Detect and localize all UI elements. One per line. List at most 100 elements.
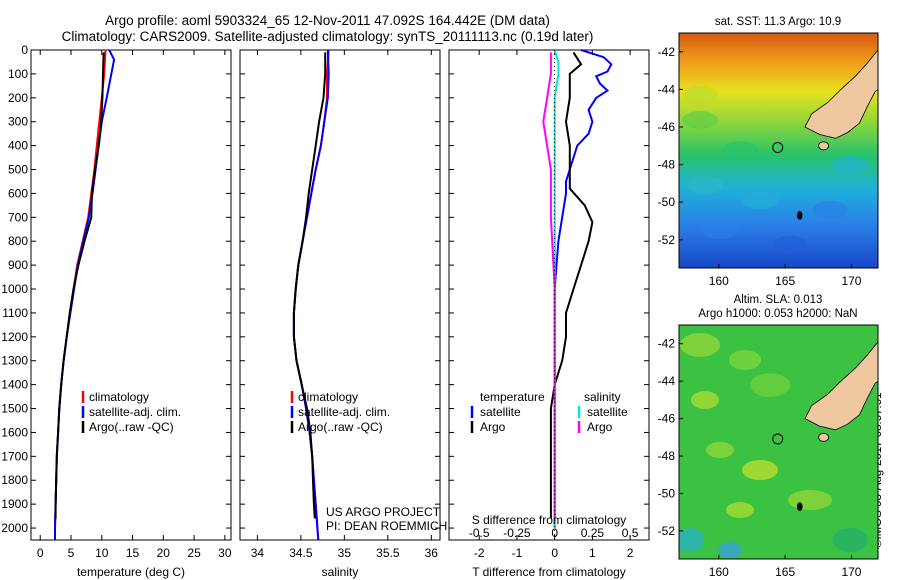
y-tick-label: 800 bbox=[8, 234, 28, 248]
y-tick-label: 1700 bbox=[1, 449, 28, 463]
x-tick-label: 160 bbox=[709, 274, 729, 288]
series-line-satellite bbox=[553, 49, 613, 528]
y-tick-label: -42 bbox=[658, 45, 676, 59]
stewart-island-land bbox=[818, 432, 830, 442]
series-line-argo---raw--qc- bbox=[54, 52, 105, 519]
y-tick-label: 2000 bbox=[1, 521, 28, 535]
x-tick-label: 170 bbox=[841, 565, 861, 579]
y-tick-label: 700 bbox=[8, 210, 28, 224]
x-tick-label: 34 bbox=[251, 546, 265, 560]
legend-temperature-title: temperature bbox=[480, 390, 545, 404]
legend-label: satellite bbox=[587, 405, 628, 419]
y-tick-label: 1200 bbox=[1, 330, 28, 344]
map-field bbox=[679, 33, 878, 268]
legend-label: Argo bbox=[480, 420, 506, 434]
y-tick-label: 100 bbox=[8, 67, 28, 81]
y-tick-label: -50 bbox=[658, 486, 676, 500]
sst-map-title: sat. SST: 11.3 Argo: 10.9 bbox=[715, 16, 841, 28]
legend-label: satellite-adj. clim. bbox=[89, 405, 181, 419]
plot-frame bbox=[448, 49, 650, 541]
x-tick-label: 15 bbox=[126, 546, 140, 560]
figure-title-line1: Argo profile: aoml 5903324_65 12-Nov-201… bbox=[105, 13, 550, 28]
series-line-argo---raw--qc- bbox=[292, 52, 327, 519]
sst-texture bbox=[812, 201, 848, 219]
sla-map-subtitle: Argo h1000: 0.053 h2000: NaN bbox=[698, 308, 857, 320]
sst-texture bbox=[742, 191, 778, 209]
south-island-land bbox=[804, 341, 878, 431]
s-tick-label: 0.25 bbox=[581, 526, 605, 540]
sla-texture bbox=[679, 528, 704, 552]
sla-texture bbox=[832, 528, 868, 552]
y-tick-label: 1300 bbox=[1, 354, 28, 368]
x-tick-label: 165 bbox=[775, 274, 795, 288]
sla-texture bbox=[788, 490, 832, 510]
s-axis-label: S difference from climatology bbox=[472, 513, 627, 527]
legend-label: Argo bbox=[587, 420, 613, 434]
y-tick-label: 1900 bbox=[1, 497, 28, 511]
argo-position-marker bbox=[772, 142, 784, 154]
x-tick-label: 35.5 bbox=[376, 546, 400, 560]
s-tick-label: -0.25 bbox=[503, 526, 531, 540]
y-tick-label: 400 bbox=[8, 139, 28, 153]
x-tick-label: 0 bbox=[551, 546, 558, 560]
sla-texture bbox=[680, 333, 720, 357]
series-line-argo bbox=[549, 51, 594, 519]
legend-label: Argo(..raw -QC) bbox=[89, 420, 174, 434]
profile-panel-2: 34 34.5 35 35.5 36 salinity climatologysatelli… bbox=[239, 49, 447, 579]
legend-label: Argo(..raw -QC) bbox=[298, 420, 383, 434]
x-tick-label: 36 bbox=[425, 546, 439, 560]
y-tick-label: 300 bbox=[8, 115, 28, 129]
s-tick-label: 0 bbox=[551, 526, 558, 540]
x-axis-label: T difference from climatology bbox=[472, 565, 626, 579]
x-tick-label: 170 bbox=[841, 274, 861, 288]
x-axis-label: salinity bbox=[322, 565, 359, 579]
sla-texture bbox=[691, 391, 719, 409]
x-tick-label: 20 bbox=[157, 546, 171, 560]
y-tick-label: 900 bbox=[8, 258, 28, 272]
x-tick-label: 10 bbox=[95, 546, 109, 560]
profile-panel-1: 0 5 10 15 20 25 300100200300400500600700800900… bbox=[1, 43, 232, 579]
x-tick-label: 34.5 bbox=[289, 546, 313, 560]
south-island-land bbox=[804, 49, 878, 139]
x-tick-label: 30 bbox=[218, 546, 232, 560]
legend-label: satellite bbox=[480, 405, 521, 419]
sla-field bbox=[679, 325, 878, 559]
x-axis-label: temperature (deg C) bbox=[77, 565, 185, 579]
sst-texture bbox=[687, 176, 723, 194]
y-tick-label: -52 bbox=[658, 233, 676, 247]
y-tick-label: -48 bbox=[658, 158, 676, 172]
s-tick-label: -0.5 bbox=[469, 526, 490, 540]
legend-salinity-title: salinity bbox=[584, 390, 621, 404]
y-tick-label: -44 bbox=[658, 374, 676, 388]
y-tick-label: 0 bbox=[21, 43, 28, 57]
y-tick-label: -42 bbox=[658, 337, 676, 351]
y-tick-label: -52 bbox=[658, 524, 676, 538]
x-tick-label: -2 bbox=[474, 546, 485, 560]
x-tick-label: 1 bbox=[589, 546, 596, 560]
x-tick-label: 2 bbox=[627, 546, 634, 560]
sla-map-title: Altim. SLA: 0.013 bbox=[734, 294, 823, 306]
sst-texture bbox=[682, 111, 718, 129]
map-field bbox=[679, 325, 878, 559]
auckland-islands-land bbox=[796, 502, 803, 511]
y-tick-label: 1100 bbox=[2, 306, 28, 320]
project-annotation: US ARGO PROJECT bbox=[326, 505, 441, 519]
sst-texture bbox=[772, 236, 808, 254]
sla-texture bbox=[729, 350, 761, 370]
sst-texture bbox=[722, 141, 758, 159]
x-tick-label: -1 bbox=[512, 546, 523, 560]
s-tick-label: 0.5 bbox=[622, 526, 639, 540]
figure-title-line2: Climatology: CARS2009. Satellite-adjuste… bbox=[61, 29, 594, 44]
y-tick-label: 500 bbox=[8, 163, 28, 177]
y-tick-label: 200 bbox=[8, 91, 28, 105]
plot-frame bbox=[30, 49, 232, 541]
x-tick-label: 0 bbox=[37, 546, 44, 560]
y-tick-label: -44 bbox=[658, 82, 676, 96]
sst-texture bbox=[682, 86, 718, 104]
y-tick-label: 1400 bbox=[1, 378, 28, 392]
y-tick-label: 1600 bbox=[1, 425, 28, 439]
sla-texture bbox=[718, 542, 742, 558]
sst-texture bbox=[832, 156, 868, 174]
series-line-argo bbox=[542, 52, 556, 519]
